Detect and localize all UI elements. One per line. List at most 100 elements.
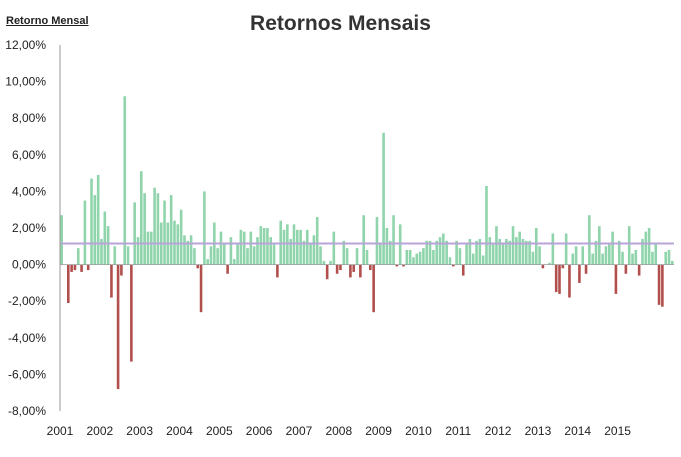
bar-positive bbox=[203, 191, 206, 265]
bar-negative bbox=[325, 264, 329, 280]
bar-negative bbox=[80, 264, 83, 272]
bar-positive bbox=[355, 248, 359, 265]
x-tick-label: 2013 bbox=[525, 424, 552, 438]
bar-positive bbox=[136, 237, 140, 265]
bar-negative bbox=[86, 264, 90, 271]
bar-positive bbox=[219, 231, 223, 265]
bar-positive bbox=[388, 240, 392, 265]
bar-negative bbox=[196, 264, 200, 269]
bar-positive bbox=[518, 231, 521, 265]
y-tick-label: 0,00% bbox=[12, 258, 46, 272]
bar-negative bbox=[461, 264, 465, 276]
bar-positive bbox=[163, 200, 166, 265]
x-tick-label: 2001 bbox=[47, 424, 74, 438]
bar-positive bbox=[153, 187, 156, 265]
bar-positive bbox=[259, 226, 263, 265]
bar-positive bbox=[100, 238, 103, 265]
bar-negative bbox=[661, 264, 664, 307]
bar-positive bbox=[438, 237, 442, 265]
bar-positive bbox=[495, 226, 498, 265]
x-tick-label: 2011 bbox=[445, 424, 471, 438]
bar-negative bbox=[558, 264, 561, 294]
bar-positive bbox=[468, 238, 472, 265]
bar-positive bbox=[96, 174, 100, 265]
bar-positive bbox=[305, 229, 309, 265]
bar-positive bbox=[193, 248, 196, 265]
bar-negative bbox=[554, 264, 558, 293]
y-tick-label: 8,00% bbox=[12, 111, 46, 125]
bar-negative bbox=[116, 264, 120, 390]
bar-positive bbox=[103, 211, 107, 265]
bar-positive bbox=[93, 195, 97, 265]
bar-positive bbox=[511, 226, 515, 265]
bar-positive bbox=[375, 217, 379, 265]
x-tick-label: 2005 bbox=[206, 424, 233, 438]
bar-positive bbox=[488, 237, 492, 265]
bar-positive bbox=[498, 238, 502, 265]
bar-negative bbox=[614, 264, 618, 294]
bar-positive bbox=[448, 257, 452, 265]
bar-negative bbox=[67, 264, 70, 304]
bar-negative bbox=[335, 264, 339, 274]
chart-title: Retornos Mensais bbox=[250, 12, 431, 35]
bar-positive bbox=[432, 249, 435, 265]
bar-positive bbox=[465, 242, 468, 265]
bar-positive bbox=[471, 253, 475, 265]
y-tick-label: 10,00% bbox=[5, 75, 46, 89]
y-axis-ticks: 12,00% 10,00% 8,00% 6,00% 4,00% 2,00% 0,00% -2,… bbox=[5, 38, 46, 418]
bar-negative bbox=[70, 264, 73, 272]
bar-positive bbox=[60, 215, 63, 265]
bar-positive bbox=[315, 217, 319, 265]
bar-positive bbox=[126, 246, 130, 265]
bar-negative bbox=[359, 264, 362, 278]
bar-positive bbox=[106, 226, 110, 265]
bar-positive bbox=[329, 260, 332, 265]
bar-positive bbox=[216, 248, 219, 265]
bar-positive bbox=[564, 233, 568, 265]
bar-positive bbox=[342, 240, 346, 265]
bar-negative bbox=[578, 264, 581, 283]
x-tick-label: 2002 bbox=[86, 424, 113, 438]
bar-negative bbox=[352, 264, 356, 272]
bar-positive bbox=[312, 235, 316, 265]
bar-positive bbox=[418, 251, 422, 265]
bar-positive bbox=[534, 228, 538, 265]
bar-negative bbox=[372, 264, 375, 313]
bar-positive bbox=[302, 240, 306, 265]
bar-positive bbox=[604, 246, 608, 265]
bar-positive bbox=[478, 238, 482, 265]
bar-positive bbox=[667, 249, 671, 265]
bar-positive bbox=[149, 231, 153, 265]
bar-negative bbox=[451, 264, 455, 267]
bar-positive bbox=[282, 229, 286, 265]
bar-positive bbox=[83, 200, 87, 265]
x-tick-label: 2007 bbox=[286, 424, 313, 438]
bar-positive bbox=[289, 238, 292, 265]
bar-positive bbox=[538, 246, 541, 265]
bar-positive bbox=[425, 240, 429, 265]
bar-positive bbox=[266, 228, 269, 265]
bar-positive bbox=[405, 249, 409, 265]
bar-positive bbox=[382, 132, 385, 265]
y-tick-label: 2,00% bbox=[12, 221, 46, 235]
bar-positive bbox=[508, 240, 512, 265]
bar-positive bbox=[183, 235, 186, 265]
bar-negative bbox=[561, 264, 565, 269]
bar-positive bbox=[621, 251, 624, 265]
x-tick-label: 2006 bbox=[246, 424, 273, 438]
bar-positive bbox=[186, 240, 190, 265]
bar-positive bbox=[641, 238, 644, 265]
bar-positive bbox=[485, 185, 488, 265]
bar-positive bbox=[113, 246, 117, 265]
bar-positive bbox=[601, 253, 604, 265]
bar-positive bbox=[528, 240, 531, 265]
bar-positive bbox=[651, 251, 654, 265]
bar-positive bbox=[206, 259, 209, 265]
x-tick-label: 2009 bbox=[365, 424, 392, 438]
bar-negative bbox=[226, 264, 229, 274]
bar-positive bbox=[189, 235, 193, 265]
bar-positive bbox=[365, 249, 369, 265]
corner-label: Retorno Mensal bbox=[6, 15, 89, 27]
bar-positive bbox=[627, 226, 631, 265]
bar-positive bbox=[272, 244, 276, 265]
